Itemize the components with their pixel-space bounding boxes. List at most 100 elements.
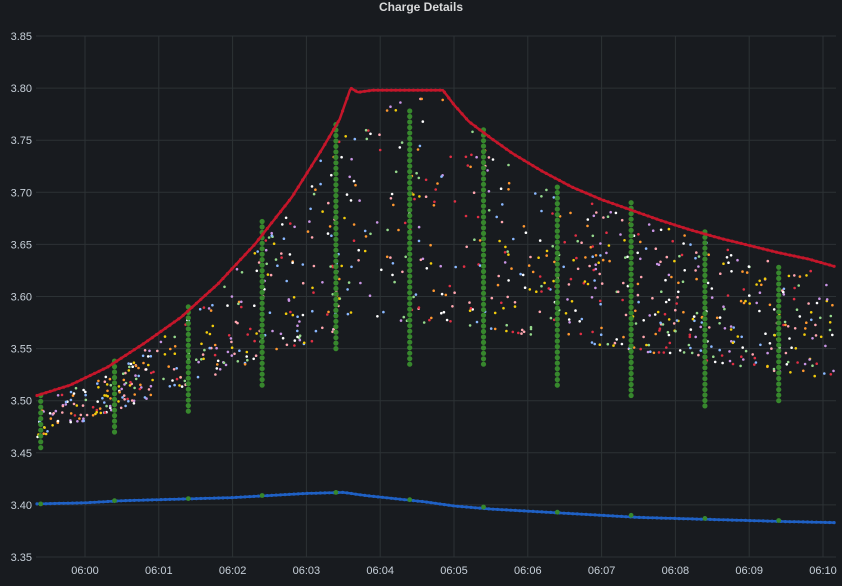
max-voltage-line-marker [704, 232, 708, 236]
max-voltage-line-marker [619, 205, 624, 209]
green-point [333, 242, 339, 248]
cell-point [253, 252, 257, 255]
max-voltage-line-marker [199, 297, 203, 301]
cell-point [240, 305, 243, 309]
cell-point [790, 346, 793, 350]
cell-point [465, 245, 469, 249]
cell-point [60, 393, 64, 397]
cell-point [346, 288, 349, 291]
max-voltage-line [36, 87, 835, 397]
green-point [333, 318, 339, 324]
cell-point [417, 239, 421, 243]
green-point [407, 328, 413, 334]
cell-point [563, 240, 566, 244]
max-voltage-line-marker [239, 257, 243, 261]
cell-point [615, 338, 618, 341]
green-point [554, 344, 560, 350]
cell-point [471, 130, 474, 134]
cell-point [139, 383, 142, 387]
green-point [480, 274, 487, 280]
cell-point [280, 256, 283, 259]
max-voltage-line-marker [349, 86, 353, 91]
cell-point [264, 248, 268, 252]
green-point [628, 381, 634, 388]
green-point [554, 366, 560, 372]
min-voltage-line-marker [690, 517, 695, 521]
min-voltage-line-marker [664, 516, 668, 520]
cell-point [340, 155, 343, 159]
min-voltage-line-marker [792, 520, 796, 524]
cell-point [285, 343, 289, 347]
green-point [776, 303, 782, 309]
cell-point [105, 404, 108, 408]
max-voltage-line-marker [460, 112, 464, 116]
green-point [38, 416, 44, 422]
cell-point [493, 327, 497, 331]
cell-point [748, 302, 751, 305]
min-voltage-line-marker [699, 517, 703, 521]
max-voltage-line-marker [332, 127, 336, 131]
cell-point [233, 352, 236, 356]
cell-point [823, 372, 826, 375]
cell-point [624, 256, 627, 259]
green-point [480, 301, 487, 307]
cell-point [363, 249, 367, 253]
cell-point [440, 175, 443, 178]
min-voltage-line-marker [593, 513, 597, 517]
min-voltage-line-marker [243, 495, 247, 499]
max-voltage-line-marker [588, 193, 593, 197]
min-voltage-line-marker [748, 519, 752, 523]
cell-point [235, 267, 239, 271]
min-voltage-line-marker [495, 507, 500, 511]
min-voltage-line-marker [526, 509, 531, 513]
green-point [407, 334, 413, 340]
min-voltage-line-marker [376, 495, 380, 499]
cell-point [652, 351, 656, 355]
green-point [702, 251, 708, 257]
cell-point [753, 356, 757, 360]
cell-point [784, 351, 788, 355]
cell-point [171, 379, 174, 382]
green-point [628, 310, 634, 316]
min-voltage-line-marker [535, 510, 540, 514]
cell-point [782, 287, 786, 291]
cell-point [764, 332, 767, 336]
y-tick-label: 3.80 [11, 83, 32, 95]
cell-point [732, 326, 735, 329]
cell-point [82, 419, 85, 423]
cell-point [699, 325, 702, 329]
max-voltage-line-marker [75, 380, 79, 384]
green-point [407, 312, 413, 318]
cell-point [681, 280, 685, 284]
max-voltage-line-marker [35, 393, 39, 398]
green-point [111, 429, 118, 435]
cell-point [531, 270, 535, 274]
max-voltage-line-marker [584, 191, 588, 195]
min-voltage-line-marker [279, 493, 283, 497]
cell-point [72, 402, 76, 406]
x-tick-label: 06:09 [735, 565, 763, 577]
cell-point [570, 300, 574, 303]
min-voltage-line-marker [57, 501, 61, 505]
min-voltage-line-marker [97, 500, 101, 504]
cell-point [583, 280, 587, 283]
cell-point [281, 336, 285, 340]
max-voltage-line-marker [633, 209, 637, 213]
cell-point [230, 340, 233, 344]
min-voltage-line-marker [380, 495, 384, 499]
cell-point [215, 367, 219, 370]
cell-point [574, 309, 577, 312]
green-point [628, 354, 634, 360]
cell-point [275, 347, 278, 351]
green-point [259, 300, 265, 306]
green-point [407, 202, 413, 208]
cell-point [521, 273, 525, 277]
green-point [776, 381, 782, 387]
green-point [480, 165, 487, 171]
cell-point [97, 386, 100, 389]
cell-point [159, 340, 163, 344]
max-voltage-line-marker [571, 185, 575, 189]
cell-point [269, 273, 273, 277]
max-voltage-line-marker [575, 187, 579, 191]
green-point [407, 235, 413, 241]
